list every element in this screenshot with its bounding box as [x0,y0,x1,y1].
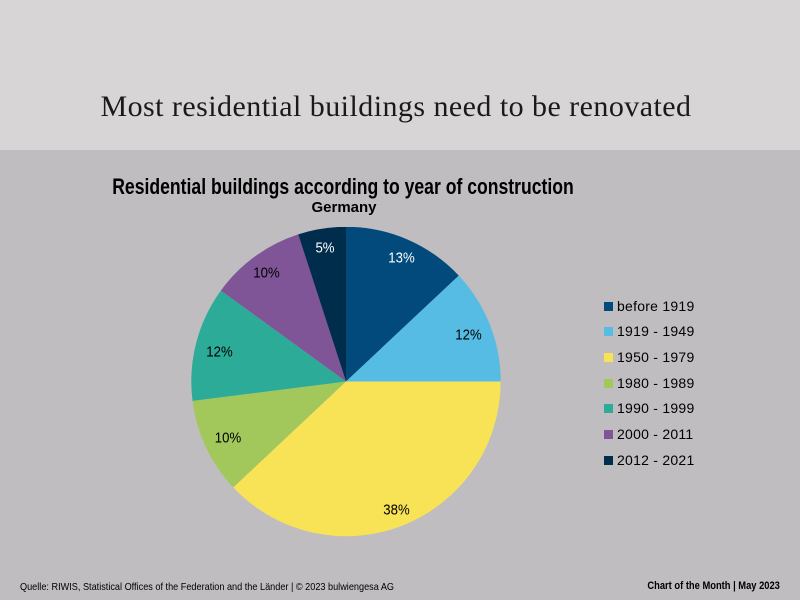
svg-text:12%: 12% [206,343,233,360]
svg-text:5%: 5% [315,239,334,256]
svg-text:10%: 10% [253,264,280,281]
svg-text:12%: 12% [455,326,482,343]
svg-text:38%: 38% [383,501,410,518]
svg-text:13%: 13% [388,249,415,266]
svg-text:10%: 10% [215,429,242,446]
